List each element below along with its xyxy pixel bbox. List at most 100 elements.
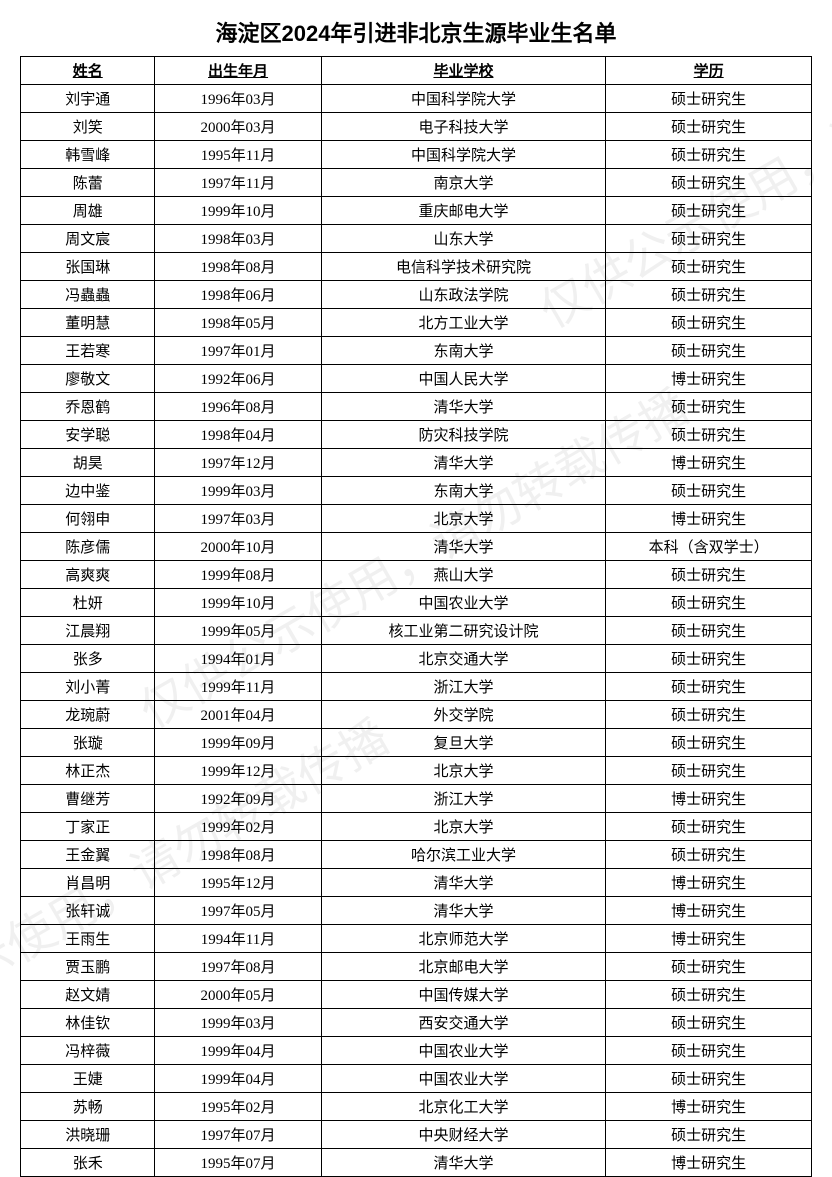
table-cell: 1998年03月: [155, 225, 321, 253]
table-cell: 1999年05月: [155, 617, 321, 645]
table-cell: 1998年04月: [155, 421, 321, 449]
table-row: 赵文婧2000年05月中国传媒大学硕士研究生: [21, 981, 812, 1009]
table-row: 张璇1999年09月复旦大学硕士研究生: [21, 729, 812, 757]
table-cell: 燕山大学: [321, 561, 606, 589]
table-cell: 电信科学技术研究院: [321, 253, 606, 281]
table-cell: 1999年10月: [155, 197, 321, 225]
table-cell: 刘宇通: [21, 85, 155, 113]
table-cell: 硕士研究生: [606, 85, 812, 113]
table-cell: 王若寒: [21, 337, 155, 365]
table-cell: 博士研究生: [606, 449, 812, 477]
table-cell: 防灾科技学院: [321, 421, 606, 449]
table-cell: 硕士研究生: [606, 1121, 812, 1149]
table-row: 丁家正1999年02月北京大学硕士研究生: [21, 813, 812, 841]
table-row: 张国琳1998年08月电信科学技术研究院硕士研究生: [21, 253, 812, 281]
table-row: 韩雪峰1995年11月中国科学院大学硕士研究生: [21, 141, 812, 169]
table-row: 廖敬文1992年06月中国人民大学博士研究生: [21, 365, 812, 393]
table-row: 张多1994年01月北京交通大学硕士研究生: [21, 645, 812, 673]
table-row: 苏畅1995年02月北京化工大学博士研究生: [21, 1093, 812, 1121]
table-cell: 冯梓薇: [21, 1037, 155, 1065]
table-cell: 1996年08月: [155, 393, 321, 421]
table-cell: 山东政法学院: [321, 281, 606, 309]
table-cell: 肖昌明: [21, 869, 155, 897]
table-cell: 1995年12月: [155, 869, 321, 897]
table-cell: 浙江大学: [321, 673, 606, 701]
table-cell: 1999年04月: [155, 1065, 321, 1093]
table-cell: 博士研究生: [606, 869, 812, 897]
table-cell: 张多: [21, 645, 155, 673]
table-cell: 清华大学: [321, 869, 606, 897]
table-cell: 1997年03月: [155, 505, 321, 533]
table-row: 董明慧1998年05月北方工业大学硕士研究生: [21, 309, 812, 337]
table-cell: 董明慧: [21, 309, 155, 337]
document-content: 海淀区2024年引进非北京生源毕业生名单 姓名 出生年月 毕业学校 学历 刘宇通…: [20, 16, 812, 1177]
table-cell: 硕士研究生: [606, 561, 812, 589]
table-row: 边中鉴1999年03月东南大学硕士研究生: [21, 477, 812, 505]
col-header-degree: 学历: [606, 57, 812, 85]
table-cell: 1992年06月: [155, 365, 321, 393]
table-cell: 1998年08月: [155, 841, 321, 869]
table-row: 林正杰1999年12月北京大学硕士研究生: [21, 757, 812, 785]
table-cell: 北京邮电大学: [321, 953, 606, 981]
table-cell: 硕士研究生: [606, 1009, 812, 1037]
table-cell: 山东大学: [321, 225, 606, 253]
table-cell: 硕士研究生: [606, 981, 812, 1009]
table-row: 王金翼1998年08月哈尔滨工业大学硕士研究生: [21, 841, 812, 869]
table-cell: 王金翼: [21, 841, 155, 869]
table-cell: 中央财经大学: [321, 1121, 606, 1149]
graduates-table: 姓名 出生年月 毕业学校 学历 刘宇通1996年03月中国科学院大学硕士研究生刘…: [20, 56, 812, 1177]
table-cell: 1998年08月: [155, 253, 321, 281]
table-cell: 张璇: [21, 729, 155, 757]
table-cell: 硕士研究生: [606, 953, 812, 981]
table-cell: 博士研究生: [606, 365, 812, 393]
table-cell: 东南大学: [321, 477, 606, 505]
table-cell: 何翎申: [21, 505, 155, 533]
table-cell: 南京大学: [321, 169, 606, 197]
table-row: 陈彦儒2000年10月清华大学本科（含双学士）: [21, 533, 812, 561]
table-cell: 博士研究生: [606, 785, 812, 813]
table-cell: 胡昊: [21, 449, 155, 477]
table-row: 龙琬蔚2001年04月外交学院硕士研究生: [21, 701, 812, 729]
table-cell: 北京师范大学: [321, 925, 606, 953]
table-row: 胡昊1997年12月清华大学博士研究生: [21, 449, 812, 477]
table-cell: 北京交通大学: [321, 645, 606, 673]
table-row: 江晨翔1999年05月核工业第二研究设计院硕士研究生: [21, 617, 812, 645]
table-cell: 清华大学: [321, 393, 606, 421]
table-cell: 周文宸: [21, 225, 155, 253]
table-cell: 北方工业大学: [321, 309, 606, 337]
table-cell: 硕士研究生: [606, 729, 812, 757]
table-cell: 硕士研究生: [606, 113, 812, 141]
table-row: 肖昌明1995年12月清华大学博士研究生: [21, 869, 812, 897]
table-cell: 清华大学: [321, 449, 606, 477]
table-body: 刘宇通1996年03月中国科学院大学硕士研究生刘笑2000年03月电子科技大学硕…: [21, 85, 812, 1177]
table-row: 刘笑2000年03月电子科技大学硕士研究生: [21, 113, 812, 141]
table-cell: 1995年11月: [155, 141, 321, 169]
table-cell: 硕士研究生: [606, 673, 812, 701]
page-title: 海淀区2024年引进非北京生源毕业生名单: [20, 16, 812, 48]
table-cell: 硕士研究生: [606, 253, 812, 281]
table-cell: 1999年02月: [155, 813, 321, 841]
table-cell: 1995年07月: [155, 1149, 321, 1177]
table-header-row: 姓名 出生年月 毕业学校 学历: [21, 57, 812, 85]
table-cell: 电子科技大学: [321, 113, 606, 141]
table-cell: 张禾: [21, 1149, 155, 1177]
table-cell: 1997年11月: [155, 169, 321, 197]
table-cell: 1999年10月: [155, 589, 321, 617]
table-cell: 王雨生: [21, 925, 155, 953]
table-row: 张轩诚1997年05月清华大学博士研究生: [21, 897, 812, 925]
table-cell: 1999年04月: [155, 1037, 321, 1065]
table-cell: 1999年08月: [155, 561, 321, 589]
table-cell: 硕士研究生: [606, 813, 812, 841]
table-cell: 周雄: [21, 197, 155, 225]
table-cell: 复旦大学: [321, 729, 606, 757]
table-row: 刘宇通1996年03月中国科学院大学硕士研究生: [21, 85, 812, 113]
table-row: 刘小菁1999年11月浙江大学硕士研究生: [21, 673, 812, 701]
table-row: 冯蟲蟲1998年06月山东政法学院硕士研究生: [21, 281, 812, 309]
table-cell: 硕士研究生: [606, 477, 812, 505]
table-cell: 清华大学: [321, 1149, 606, 1177]
table-cell: 北京化工大学: [321, 1093, 606, 1121]
table-cell: 清华大学: [321, 897, 606, 925]
table-cell: 硕士研究生: [606, 225, 812, 253]
table-cell: 东南大学: [321, 337, 606, 365]
table-cell: 硕士研究生: [606, 421, 812, 449]
